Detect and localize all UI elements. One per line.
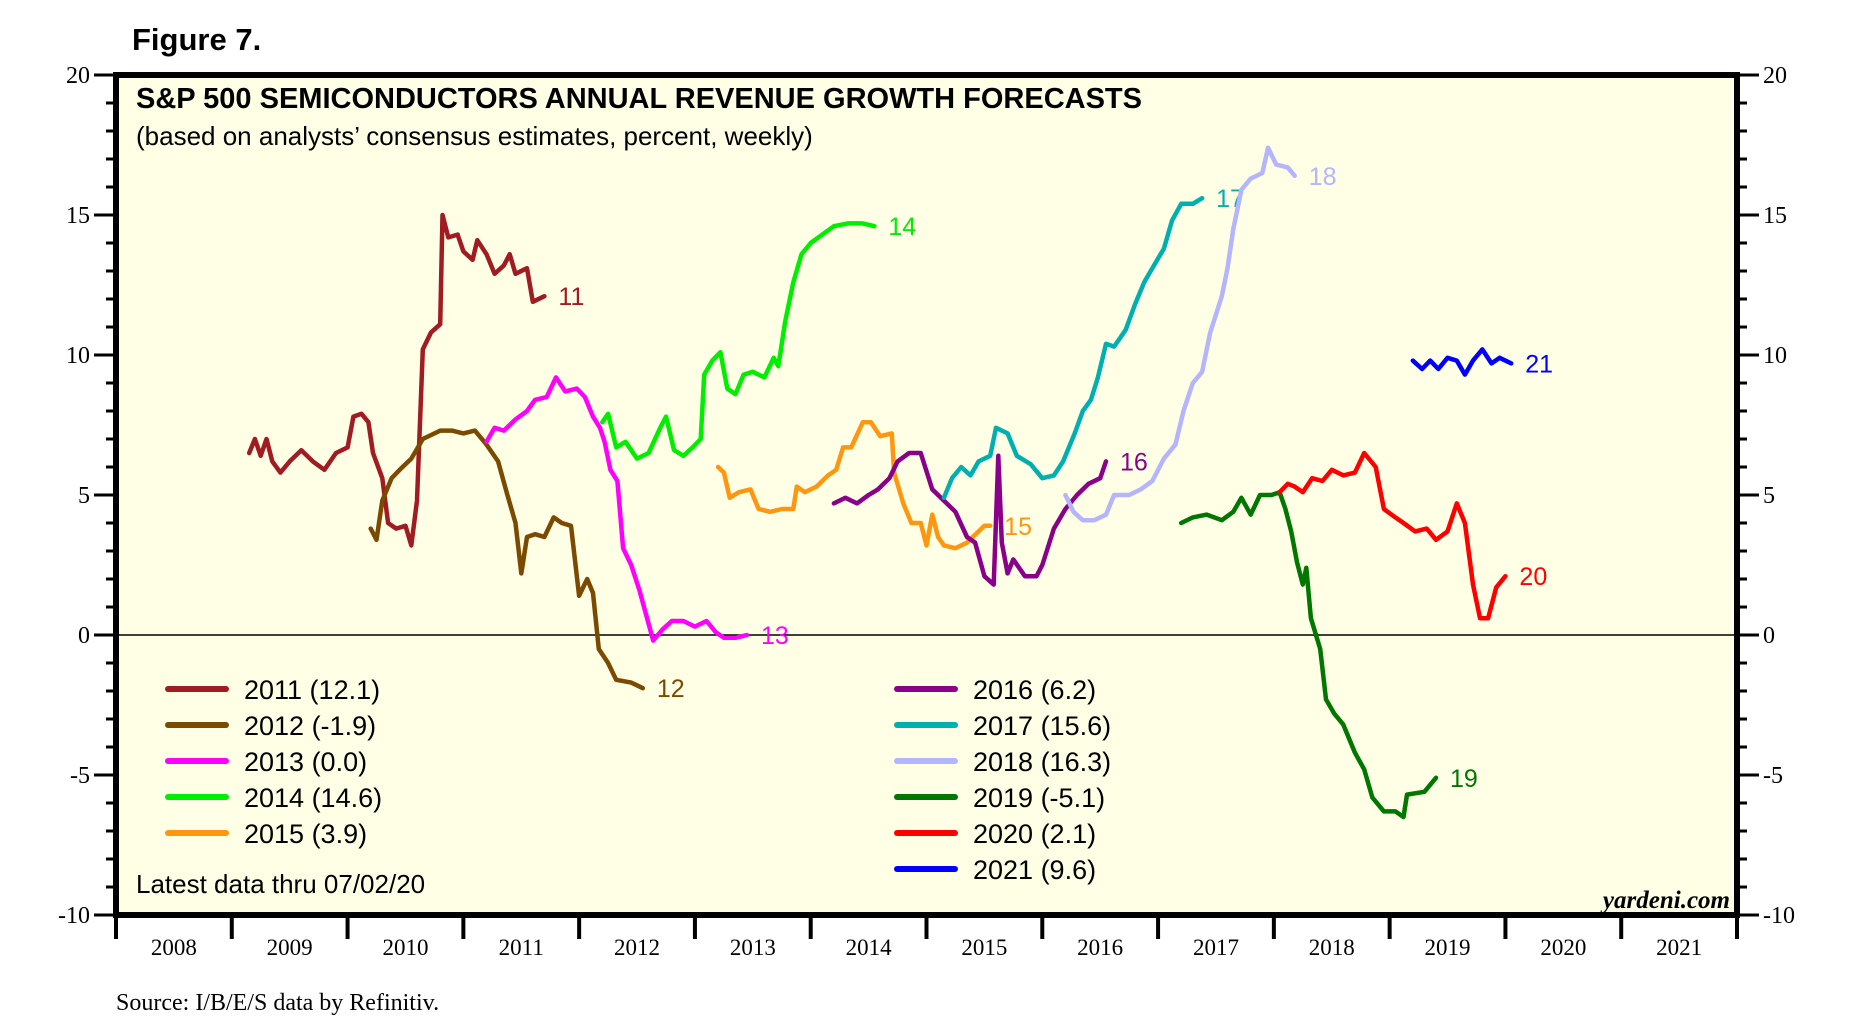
y-tick-label-left: 15 (66, 203, 90, 229)
x-tick-label: 2009 (267, 935, 313, 960)
series-line-18 (1063, 145, 1297, 523)
legend-label: 2021 (9.6) (973, 855, 1096, 885)
x-tick-label: 2020 (1540, 935, 1586, 960)
x-tick-label: 2017 (1193, 935, 1239, 960)
x-tick-label: 2018 (1309, 935, 1355, 960)
series-end-label: 19 (1450, 765, 1478, 793)
series-end-label: 21 (1525, 350, 1553, 378)
y-axis-left: 20 15 10 5 0 -5 -10 (58, 63, 116, 929)
legend-label: 2013 (0.0) (244, 747, 367, 777)
series-end-label: 16 (1120, 448, 1148, 476)
y-tick-label-right: 20 (1763, 63, 1787, 89)
series-line-16 (831, 450, 1109, 587)
legend-item: 2012 (-1.9) (165, 711, 376, 741)
legend-item: 2020 (2.1) (894, 819, 1096, 849)
legend-item: 2019 (-5.1) (894, 783, 1105, 813)
legend-item: 2018 (16.3) (894, 747, 1111, 777)
series-line-15 (715, 419, 993, 551)
legend-label: 2015 (3.9) (244, 819, 367, 849)
legend-item: 2017 (15.6) (894, 711, 1111, 741)
series-line-17 (941, 195, 1205, 501)
x-tick-label: 2015 (961, 935, 1007, 960)
y-tick-label-left: -5 (70, 763, 90, 789)
x-axis: 2008 2009 2010 2011 2012 2013 2014 2015 2016 2017… (114, 915, 1739, 960)
legend-item: 2014 (14.6) (165, 783, 382, 813)
y-tick-label-right: 15 (1763, 203, 1787, 229)
legend-label: 2014 (14.6) (244, 783, 382, 813)
legend-label: 2017 (15.6) (973, 711, 1111, 741)
source-note: Source: I/B/E/S data by Refinitiv. (116, 990, 440, 1016)
legend-item: 2015 (3.9) (165, 819, 367, 849)
series-line-12 (368, 428, 646, 691)
y-tick-label-right: -10 (1763, 903, 1795, 929)
series-line-21 (1410, 347, 1514, 377)
series-end-label: 20 (1519, 563, 1547, 591)
x-tick-label: 2013 (730, 935, 776, 960)
series-line-20 (1277, 450, 1508, 621)
series-line-11 (246, 212, 547, 548)
x-tick-label: 2019 (1425, 935, 1471, 960)
y-tick-label-right: 0 (1763, 623, 1775, 649)
chart-title: S&P 500 SEMICONDUCTORS ANNUAL REVENUE GR… (136, 83, 1142, 115)
x-tick-label: 2014 (846, 935, 893, 960)
x-tick-label: 2012 (614, 935, 660, 960)
y-tick-label-left: 0 (78, 623, 90, 649)
series-end-label: 18 (1309, 163, 1337, 191)
latest-data-note: Latest data thru 07/02/20 (136, 869, 425, 899)
legend-label: 2018 (16.3) (973, 747, 1111, 777)
series-end-label: 13 (761, 622, 789, 650)
series-end-label: 15 (1004, 513, 1032, 541)
chart-subtitle: (based on analysts’ consensus estimates,… (136, 121, 813, 151)
x-tick-label: 2021 (1656, 935, 1702, 960)
legend-item: 2021 (9.6) (894, 855, 1096, 885)
series-end-label: 12 (657, 675, 685, 703)
legend-label: 2016 (6.2) (973, 675, 1096, 705)
series-end-label: 11 (558, 283, 584, 311)
series-line-13 (484, 375, 750, 643)
legend-label: 2012 (-1.9) (244, 711, 376, 741)
watermark: yardeni.com (1600, 887, 1730, 914)
legend-item: 2016 (6.2) (894, 675, 1096, 705)
y-tick-label-left: 20 (66, 63, 90, 89)
plot-border (113, 72, 1740, 918)
legend: 2011 (12.1) 2012 (-1.9) 2013 (0.0) 2014 (14… (165, 675, 1111, 885)
y-tick-label-right: -5 (1763, 763, 1783, 789)
legend-label: 2020 (2.1) (973, 819, 1096, 849)
y-tick-label-right: 5 (1763, 483, 1775, 509)
y-tick-label-left: 10 (66, 343, 90, 369)
legend-label: 2019 (-5.1) (973, 783, 1105, 813)
figure-label: Figure 7. (132, 22, 262, 57)
series-line-14 (600, 221, 877, 461)
legend-label: 2011 (12.1) (244, 675, 380, 705)
y-tick-label-right: 10 (1763, 343, 1787, 369)
y-axis-right: 20 15 10 5 0 -5 -10 (1737, 63, 1795, 929)
x-tick-label: 2016 (1077, 935, 1123, 960)
y-tick-label-left: -10 (58, 903, 90, 929)
y-tick-label-left: 5 (78, 483, 90, 509)
x-tick-label: 2008 (151, 935, 197, 960)
series-end-label: 14 (888, 213, 916, 241)
x-tick-label: 2010 (382, 935, 428, 960)
legend-item: 2013 (0.0) (165, 747, 367, 777)
series-line-19 (1178, 489, 1439, 820)
x-tick-label: 2011 (499, 935, 544, 960)
legend-item: 2011 (12.1) (165, 675, 380, 705)
